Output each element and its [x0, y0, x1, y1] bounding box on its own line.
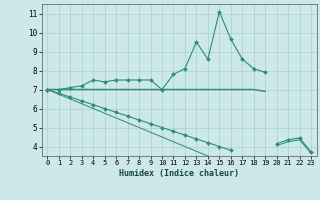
X-axis label: Humidex (Indice chaleur): Humidex (Indice chaleur) [119, 169, 239, 178]
